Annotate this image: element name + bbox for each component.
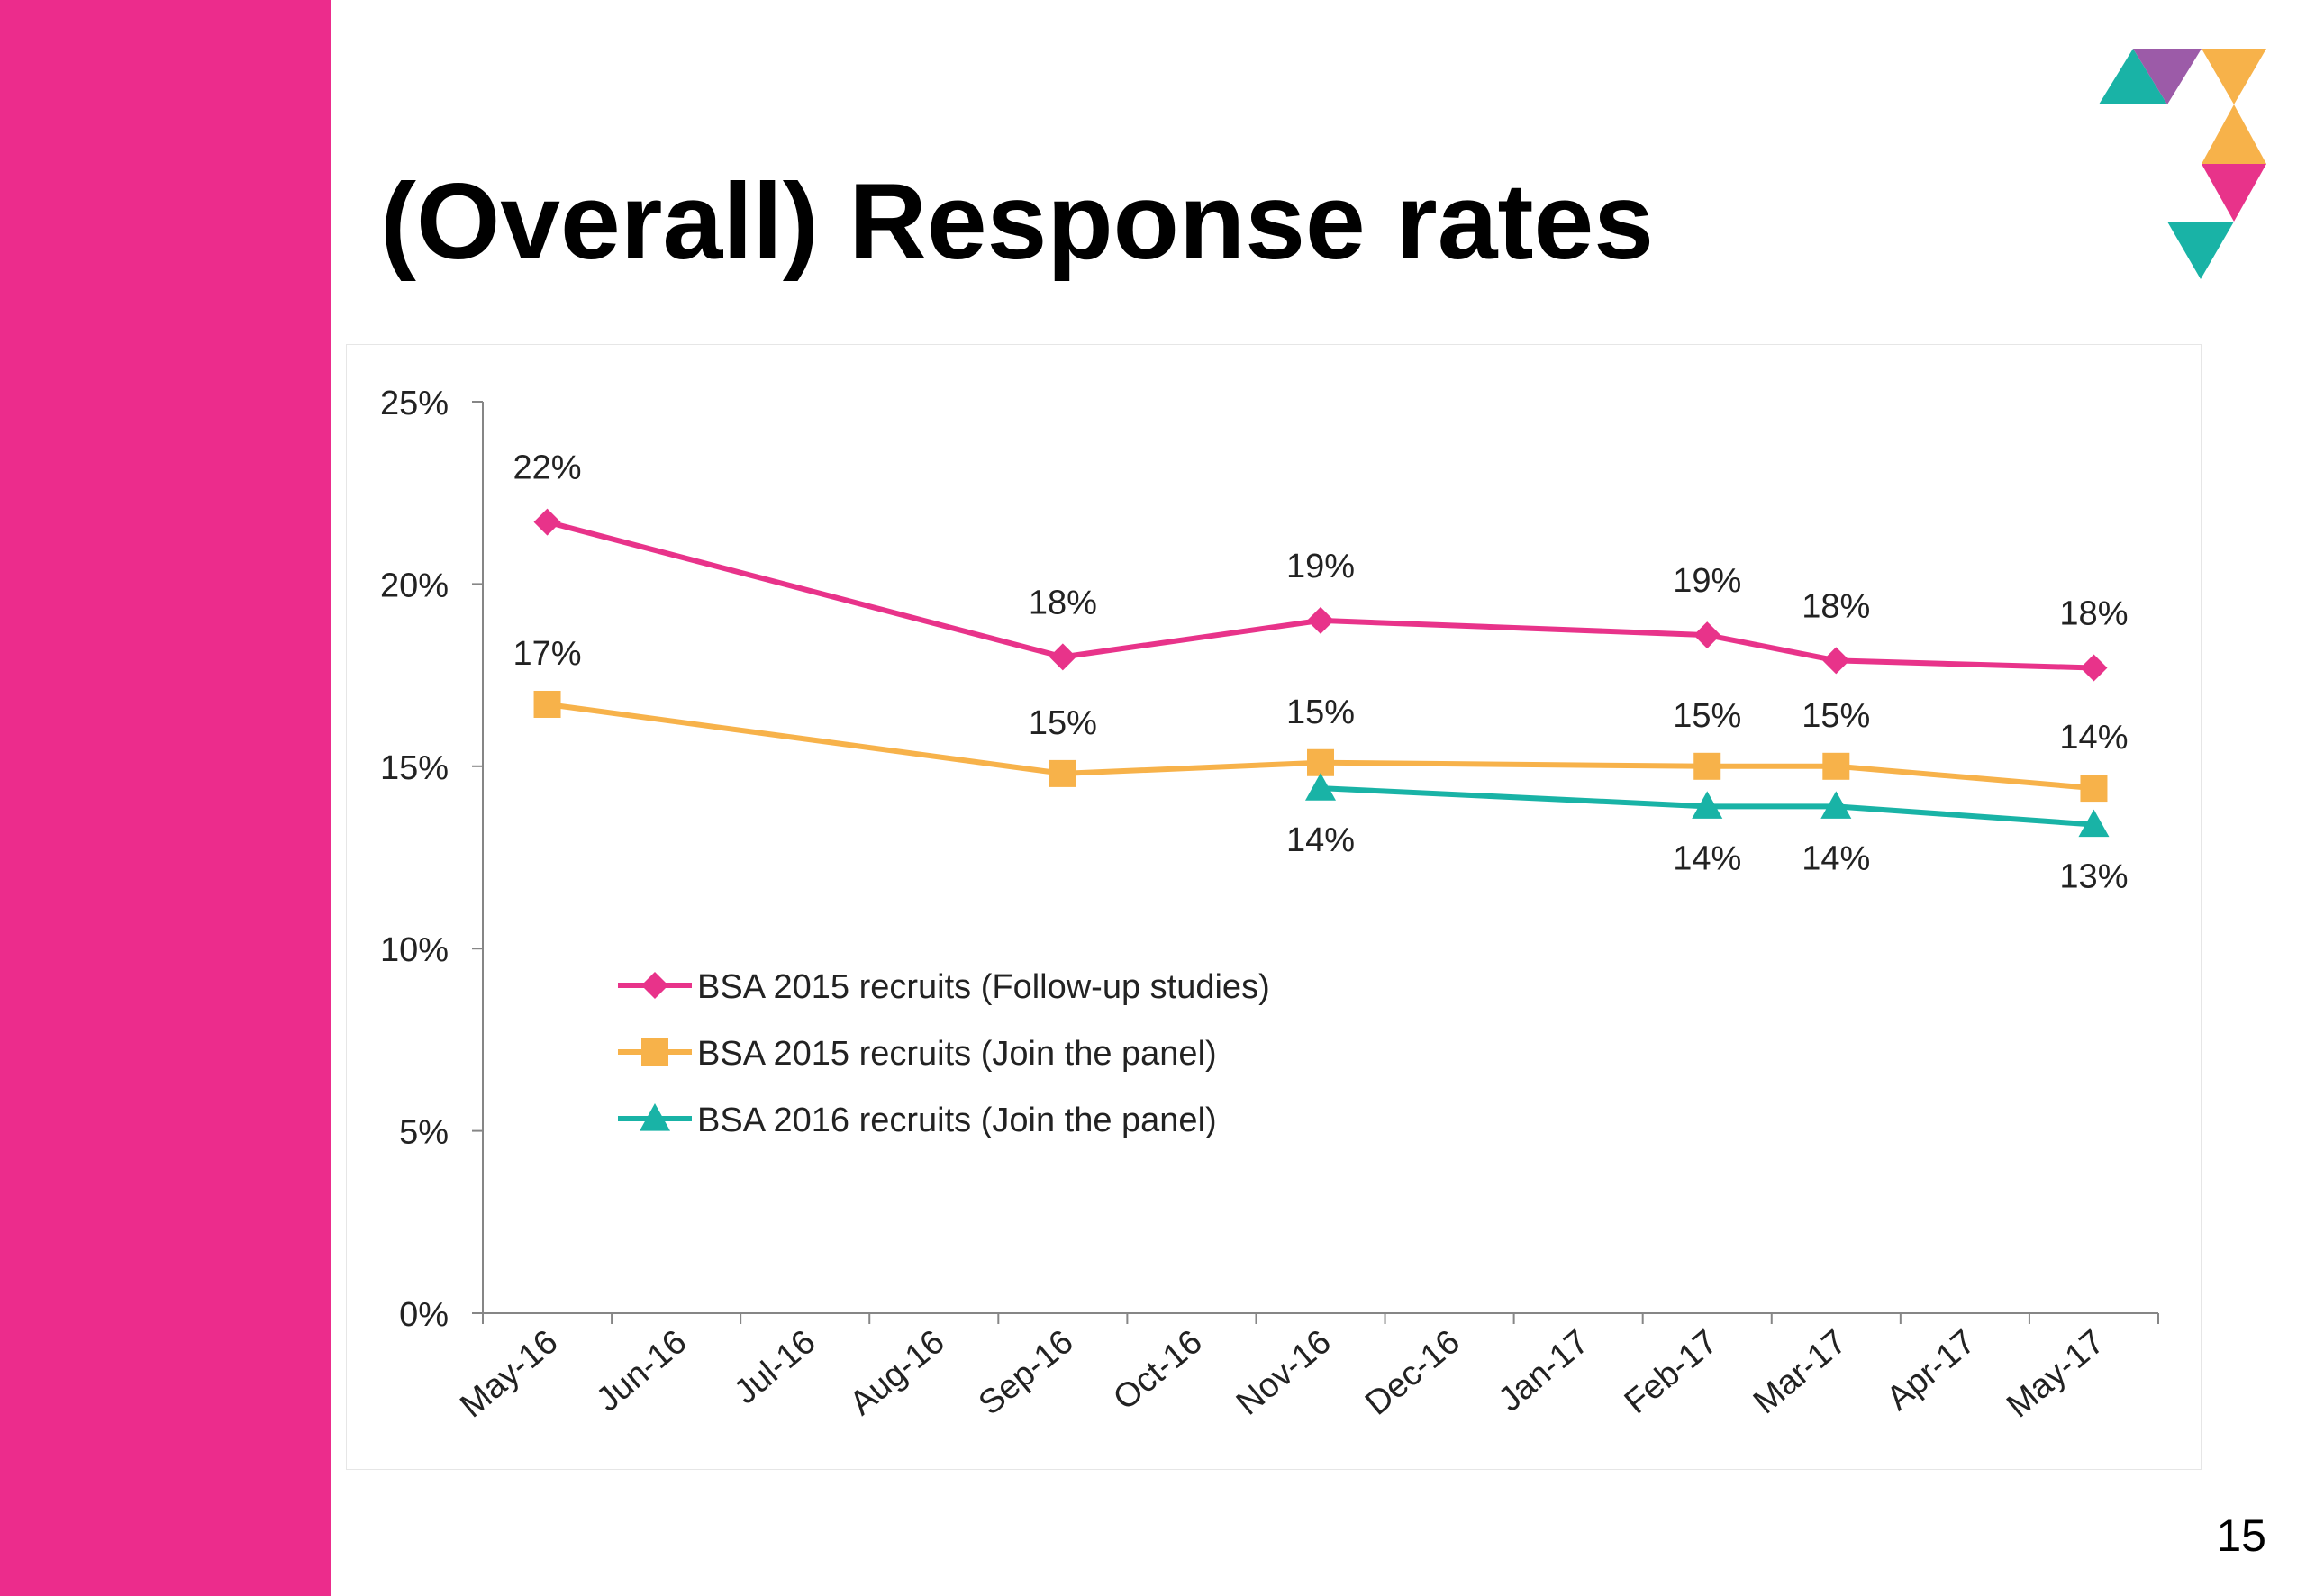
y-tick-label: 10% bbox=[380, 931, 449, 969]
data-label: 19% bbox=[1286, 548, 1355, 585]
legend-marker-diamond bbox=[641, 972, 668, 999]
logo-orange-mid-triangle bbox=[2202, 104, 2266, 164]
data-point-diamond bbox=[2080, 654, 2108, 682]
y-tick-label: 5% bbox=[399, 1114, 449, 1152]
data-point-diamond bbox=[1049, 643, 1076, 671]
y-tick-label: 20% bbox=[380, 567, 449, 604]
data-label: 15% bbox=[1802, 697, 1870, 735]
data-label: 22% bbox=[513, 449, 582, 487]
data-label: 14% bbox=[1802, 839, 1870, 877]
data-point-square bbox=[1693, 752, 1721, 780]
data-point-square bbox=[2080, 775, 2108, 803]
data-label: 14% bbox=[1673, 839, 1741, 877]
data-label: 18% bbox=[1029, 584, 1097, 621]
data-point-square bbox=[533, 690, 561, 718]
data-point-diamond bbox=[533, 508, 561, 536]
data-label: 17% bbox=[513, 635, 582, 673]
data-point-diamond bbox=[1307, 606, 1334, 634]
response-rates-line-chart: 0%5%10%15%20%25%May-16 Jun-16 Jul-16 Aug-16… bbox=[346, 344, 2202, 1470]
data-label: 13% bbox=[2059, 858, 2128, 896]
legend-label: BSA 2015 recruits (Join the panel) bbox=[697, 1035, 1217, 1073]
data-label: 19% bbox=[1673, 562, 1741, 600]
data-point-square bbox=[1049, 759, 1076, 787]
chart-border bbox=[346, 344, 2202, 1470]
y-tick-label: 15% bbox=[380, 749, 449, 787]
legend-marker-square bbox=[641, 1038, 668, 1066]
data-label: 18% bbox=[2059, 595, 2128, 633]
pink-side-bar bbox=[0, 0, 331, 1596]
legend-label: BSA 2015 recruits (Follow-up studies) bbox=[697, 968, 1270, 1006]
logo-purple-triangle bbox=[2133, 49, 2202, 104]
series-line-square bbox=[547, 702, 2094, 792]
y-tick-label: 0% bbox=[399, 1296, 449, 1334]
data-label: 15% bbox=[1029, 704, 1097, 742]
logo-pink-triangle bbox=[2202, 164, 2266, 222]
logo-teal-top-triangle bbox=[2099, 49, 2167, 104]
data-label: 15% bbox=[1673, 697, 1741, 735]
data-point-triangle bbox=[1692, 791, 1723, 819]
data-point-triangle bbox=[2078, 809, 2110, 838]
chart-frame: 0% 5% 10% 15% 20% 25% May-16 Jun-16 Jul-16 Aug-16… bbox=[346, 344, 2202, 1470]
series-line-diamond bbox=[546, 519, 2094, 671]
data-point-triangle bbox=[1820, 791, 1852, 819]
data-label: 15% bbox=[1286, 694, 1355, 731]
logo-orange-top-triangle bbox=[2202, 49, 2266, 104]
series-line-triangle bbox=[1320, 785, 2094, 828]
triangle-logo-icon bbox=[2099, 49, 2266, 279]
data-label: 18% bbox=[1802, 587, 1870, 625]
page-number: 15 bbox=[2216, 1510, 2266, 1561]
legend-marker-triangle bbox=[640, 1103, 670, 1131]
data-label: 14% bbox=[1286, 821, 1355, 859]
data-point-diamond bbox=[1822, 647, 1850, 675]
legend-label: BSA 2016 recruits (Join the panel) bbox=[697, 1102, 1217, 1139]
data-label: 14% bbox=[2059, 719, 2128, 757]
data-point-square bbox=[1307, 748, 1334, 776]
data-point-diamond bbox=[1693, 621, 1721, 649]
data-point-triangle bbox=[1305, 773, 1336, 801]
slide-title: (Overall) Response rates bbox=[380, 161, 1654, 282]
logo-teal-bottom-triangle bbox=[2167, 222, 2234, 279]
y-tick-label: 25% bbox=[380, 385, 449, 422]
data-point-square bbox=[1822, 752, 1850, 780]
